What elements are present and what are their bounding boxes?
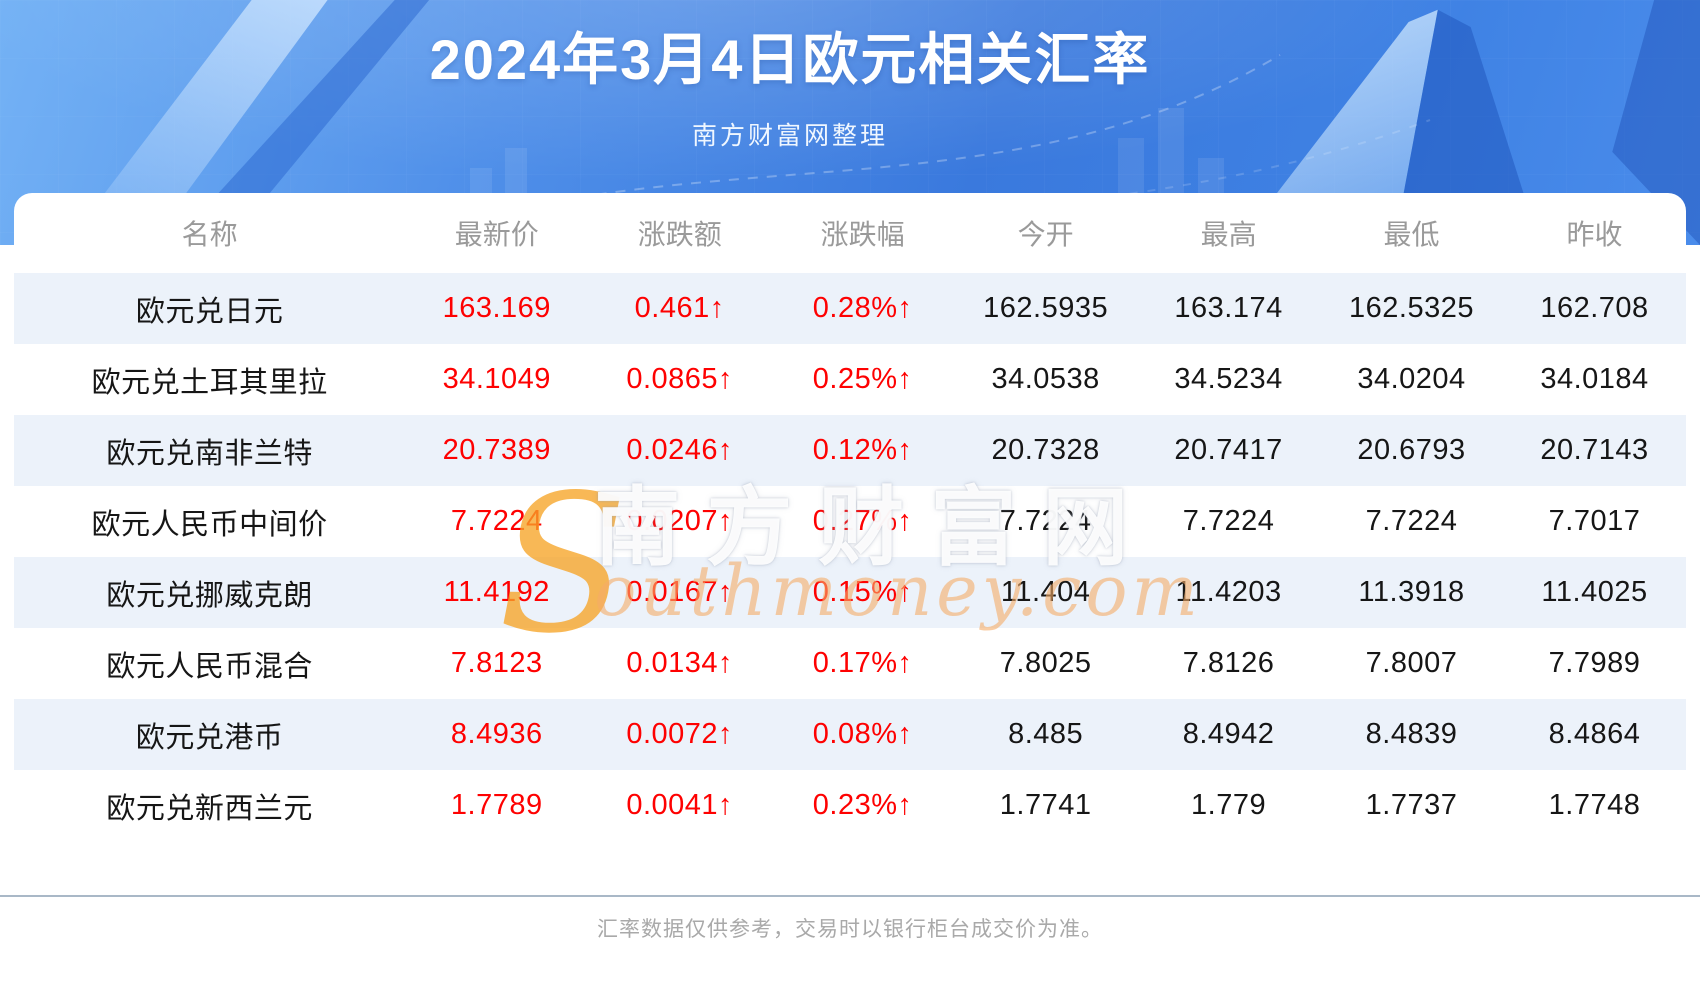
cell-open: 11.404 [954, 557, 1138, 628]
cell-change: 0.0041↑ [626, 789, 734, 821]
cell-latest: 20.7389 [405, 415, 589, 486]
cell-prev-close: 20.7143 [1503, 415, 1686, 486]
cell-change-pct: 0.12%↑ [771, 415, 955, 486]
cell-change-pct: 0.23%↑ [812, 789, 913, 821]
table-row: 欧元兑港币 8.4936 0.0072↑ 0.08%↑ 8.485 8.4942… [14, 699, 1686, 770]
cell-latest: 34.1049 [442, 363, 551, 395]
cell-change-pct: 0.17%↑ [812, 647, 913, 679]
cell-open: 8.485 [954, 699, 1138, 770]
cell-latest: 7.7224 [450, 505, 543, 537]
table-row: 欧元兑挪威克朗 11.4192 0.0167↑ 0.15%↑ 11.404 11… [14, 557, 1686, 628]
cell-change: 0.461↑ [588, 273, 772, 344]
cell-open: 7.8025 [999, 647, 1092, 679]
cell-prev-close: 8.4864 [1503, 699, 1686, 770]
cell-low: 7.7224 [1365, 505, 1458, 537]
table-row: 欧元兑南非兰特 20.7389 0.0246↑ 0.12%↑ 20.7328 2… [14, 415, 1686, 486]
column-header-change-pct: 涨跌幅 [820, 219, 905, 250]
cell-open: 20.7328 [954, 415, 1138, 486]
cell-name: 欧元人民币中间价 [91, 508, 328, 541]
table-row: 欧元兑新西兰元 1.7789 0.0041↑ 0.23%↑ 1.7741 1.7… [14, 770, 1686, 841]
rates-table-body: 欧元兑日元 163.169 0.461↑ 0.28%↑ 162.5935 163… [14, 273, 1686, 841]
cell-prev-close: 34.0184 [1540, 363, 1649, 395]
cell-latest: 1.7789 [450, 789, 543, 821]
cell-low: 1.7737 [1365, 789, 1458, 821]
cell-change: 0.0207↑ [626, 505, 734, 537]
cell-name: 欧元兑挪威克朗 [14, 557, 406, 628]
cell-low: 11.3918 [1320, 557, 1503, 628]
cell-prev-close: 11.4025 [1503, 557, 1686, 628]
cell-change-pct: 0.27%↑ [812, 505, 913, 537]
cell-change-pct: 0.15%↑ [771, 557, 955, 628]
cell-low: 7.8007 [1365, 647, 1458, 679]
cell-change: 0.0167↑ [588, 557, 772, 628]
cell-prev-close: 1.7748 [1548, 789, 1641, 821]
cell-high: 20.7417 [1137, 415, 1321, 486]
footer-divider [0, 895, 1700, 897]
cell-high: 1.779 [1191, 789, 1267, 821]
cell-low: 34.0204 [1357, 363, 1466, 395]
cell-name: 欧元兑南非兰特 [14, 415, 406, 486]
rates-table: 名称 最新价 涨跌额 涨跌幅 今开 最高 最低 昨收 欧元兑日元 163.169… [14, 193, 1686, 841]
cell-name: 欧元兑新西兰元 [106, 792, 313, 825]
cell-low: 162.5325 [1320, 273, 1503, 344]
cell-name: 欧元兑日元 [14, 273, 406, 344]
cell-change: 0.0246↑ [588, 415, 772, 486]
rates-table-card: 名称 最新价 涨跌额 涨跌幅 今开 最高 最低 昨收 欧元兑日元 163.169… [14, 193, 1686, 841]
cell-high: 8.4942 [1137, 699, 1321, 770]
cell-high: 7.8126 [1182, 647, 1275, 679]
cell-name: 欧元兑土耳其里拉 [91, 366, 328, 399]
cell-prev-close: 162.708 [1503, 273, 1686, 344]
column-header-high: 最高 [1200, 219, 1257, 250]
table-header-row: 名称 最新价 涨跌额 涨跌幅 今开 最高 最低 昨收 [14, 193, 1686, 273]
cell-open: 34.0538 [991, 363, 1100, 395]
table-row: 欧元兑土耳其里拉 34.1049 0.0865↑ 0.25%↑ 34.0538 … [14, 344, 1686, 415]
page-title: 2024年3月4日欧元相关汇率 [429, 28, 1151, 91]
cell-open: 7.7224 [999, 505, 1092, 537]
cell-latest: 8.4936 [405, 699, 589, 770]
cell-low: 8.4839 [1320, 699, 1503, 770]
column-header-latest: 最新价 [454, 219, 539, 250]
table-row: 欧元人民币中间价 7.7224 0.0207↑ 0.27%↑ 7.7224 7.… [14, 486, 1686, 557]
cell-low: 20.6793 [1320, 415, 1503, 486]
cell-prev-close: 7.7017 [1548, 505, 1641, 537]
cell-latest: 163.169 [405, 273, 589, 344]
cell-change: 0.0072↑ [588, 699, 772, 770]
cell-change: 0.0134↑ [626, 647, 734, 679]
table-row: 欧元兑日元 163.169 0.461↑ 0.28%↑ 162.5935 163… [14, 273, 1686, 344]
cell-latest: 11.4192 [405, 557, 589, 628]
column-header-low: 最低 [1383, 219, 1440, 250]
cell-name: 欧元人民币混合 [106, 650, 313, 683]
cell-change-pct: 0.28%↑ [771, 273, 955, 344]
table-row: 欧元人民币混合 7.8123 0.0134↑ 0.17%↑ 7.8025 7.8… [14, 628, 1686, 699]
cell-prev-close: 7.7989 [1548, 647, 1641, 679]
cell-open: 162.5935 [954, 273, 1138, 344]
cell-name: 欧元兑港币 [14, 699, 406, 770]
column-header-prev-close: 昨收 [1566, 219, 1623, 250]
cell-high: 34.5234 [1174, 363, 1283, 395]
cell-high: 163.174 [1137, 273, 1321, 344]
page-subtitle: 南方财富网整理 [691, 122, 888, 150]
cell-change-pct: 0.25%↑ [812, 363, 913, 395]
column-header-open: 今开 [1017, 219, 1074, 250]
cell-change: 0.0865↑ [626, 363, 734, 395]
cell-high: 7.7224 [1182, 505, 1275, 537]
cell-change-pct: 0.08%↑ [771, 699, 955, 770]
cell-latest: 7.8123 [450, 647, 543, 679]
cell-high: 11.4203 [1137, 557, 1321, 628]
column-header-name: 名称 [181, 219, 238, 250]
column-header-change: 涨跌额 [637, 219, 722, 250]
cell-open: 1.7741 [999, 789, 1092, 821]
footer-disclaimer: 汇率数据仅供参考，交易时以银行柜台成交价为准。 [597, 918, 1103, 941]
